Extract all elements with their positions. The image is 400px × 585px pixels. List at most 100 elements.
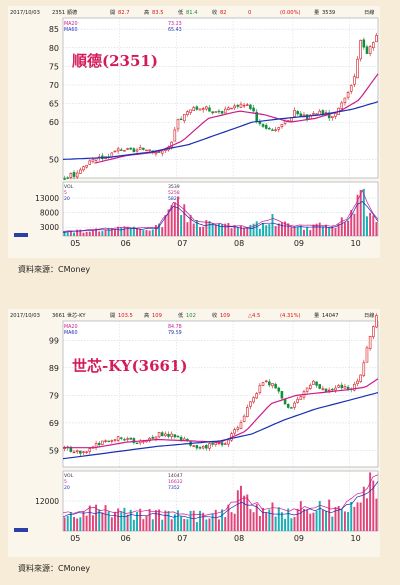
ma-legend-name: MA20	[64, 21, 78, 27]
candle-body	[321, 110, 325, 115]
candle-body	[113, 150, 117, 153]
candle-body	[264, 380, 268, 383]
candle-body	[145, 149, 148, 152]
candle-body	[123, 439, 126, 441]
candle-body	[182, 114, 186, 122]
candle-body	[327, 389, 331, 392]
candle-body	[63, 178, 66, 180]
vol-tick-label: 3000	[40, 223, 59, 232]
volume-bar	[365, 216, 368, 236]
y-tick-label: 79	[49, 391, 59, 400]
volume-bar	[180, 215, 183, 236]
volume-bar	[233, 513, 236, 531]
candle-body	[179, 436, 183, 441]
chart-3661: 2017/10/03 3661 世芯-KY 開 103.5 高 109 低 102 收 109 △4…	[8, 309, 380, 557]
volume-bar	[205, 519, 208, 531]
candle-body	[101, 440, 104, 445]
candle-body	[264, 124, 268, 129]
volume-bar	[252, 223, 255, 236]
volume-bar	[167, 209, 170, 236]
candle-body	[365, 347, 369, 363]
candle-body	[129, 147, 133, 150]
volume-bar	[375, 222, 378, 236]
volume-bar	[262, 507, 265, 531]
candle-body	[249, 104, 252, 110]
candle-body	[123, 150, 126, 152]
candle-body	[312, 380, 315, 385]
volume-bar	[164, 510, 167, 531]
candle-body	[359, 374, 362, 382]
volume-bar	[249, 224, 252, 236]
candle-body	[186, 111, 189, 115]
candle-body	[167, 433, 170, 437]
volume-bar	[98, 231, 101, 236]
x-tick-label: 05	[70, 534, 80, 543]
ma-legend-value: 79.59	[168, 330, 182, 336]
chart-panel-2351: 2017/10/03 2351 順德 開 82.7 高 83.5 低 81.4 收 82 0 (0.0…	[8, 6, 380, 258]
header-close-label: 收	[212, 311, 217, 319]
candle-body	[365, 46, 369, 54]
candle-body	[107, 440, 110, 443]
volume-bar	[158, 223, 161, 236]
vol-legend-name: 5	[64, 479, 67, 485]
candle-body	[88, 448, 92, 452]
volume-bar	[233, 225, 236, 236]
volume-bar	[318, 501, 321, 531]
candle-body	[220, 442, 224, 446]
volume-bar	[151, 519, 154, 531]
candle-body	[192, 107, 196, 112]
volume-bar	[334, 506, 337, 531]
vol-ma5-line	[62, 189, 379, 232]
candle-body	[293, 402, 296, 408]
volume-bar	[252, 512, 255, 531]
header-close: 82	[220, 10, 227, 16]
chart-panel-3661: 2017/10/03 3661 世芯-KY 開 103.5 高 109 低 102 收 109 △4…	[8, 309, 380, 557]
x-tick-label: 08	[234, 534, 244, 543]
candle-body	[315, 113, 318, 115]
volume-bar	[129, 509, 132, 531]
candle-body	[176, 435, 180, 438]
candle-body	[233, 429, 236, 434]
x-tick-label: 06	[121, 239, 131, 248]
candle-body	[239, 103, 243, 108]
candle-body	[349, 85, 353, 92]
volume-bar	[343, 511, 346, 531]
y-tick-label: 80	[49, 44, 59, 53]
vol-ma20-line	[62, 201, 379, 233]
candle-body	[129, 437, 133, 440]
candle-body	[280, 123, 284, 128]
volume-bar	[76, 229, 79, 236]
volume-bar	[312, 512, 315, 531]
x-tick-label: 09	[294, 239, 304, 248]
candle-body	[293, 110, 296, 117]
volume-bar	[214, 509, 217, 531]
candle-body	[277, 127, 281, 130]
volume-bar	[369, 472, 372, 531]
header-close-label: 收	[212, 8, 217, 16]
header-high-label: 高	[144, 311, 149, 319]
y-tick-label: 50	[49, 155, 59, 164]
volume-bar	[199, 226, 202, 236]
candle-body	[173, 434, 177, 438]
volume-bar	[315, 223, 318, 236]
volume-bar	[306, 226, 309, 236]
volume-bar	[217, 223, 220, 236]
candle-body	[79, 450, 82, 454]
candle-body	[334, 113, 337, 117]
volume-bar	[107, 511, 110, 531]
volume-bar	[350, 209, 353, 236]
volume-bar	[148, 230, 151, 236]
volume-bar	[117, 226, 120, 236]
candle-body	[198, 447, 202, 449]
volume-bar	[284, 518, 287, 531]
volume-bar	[239, 485, 242, 531]
volume-bar	[312, 224, 315, 236]
candle-body	[214, 111, 218, 113]
header-volume-label: 量	[314, 9, 319, 16]
volume-bar	[110, 517, 113, 531]
candle-body	[135, 442, 139, 445]
y-tick-label: 65	[49, 100, 59, 109]
candle-body	[208, 443, 211, 449]
header-low: 81.4	[186, 10, 198, 16]
candle-body	[211, 442, 214, 445]
